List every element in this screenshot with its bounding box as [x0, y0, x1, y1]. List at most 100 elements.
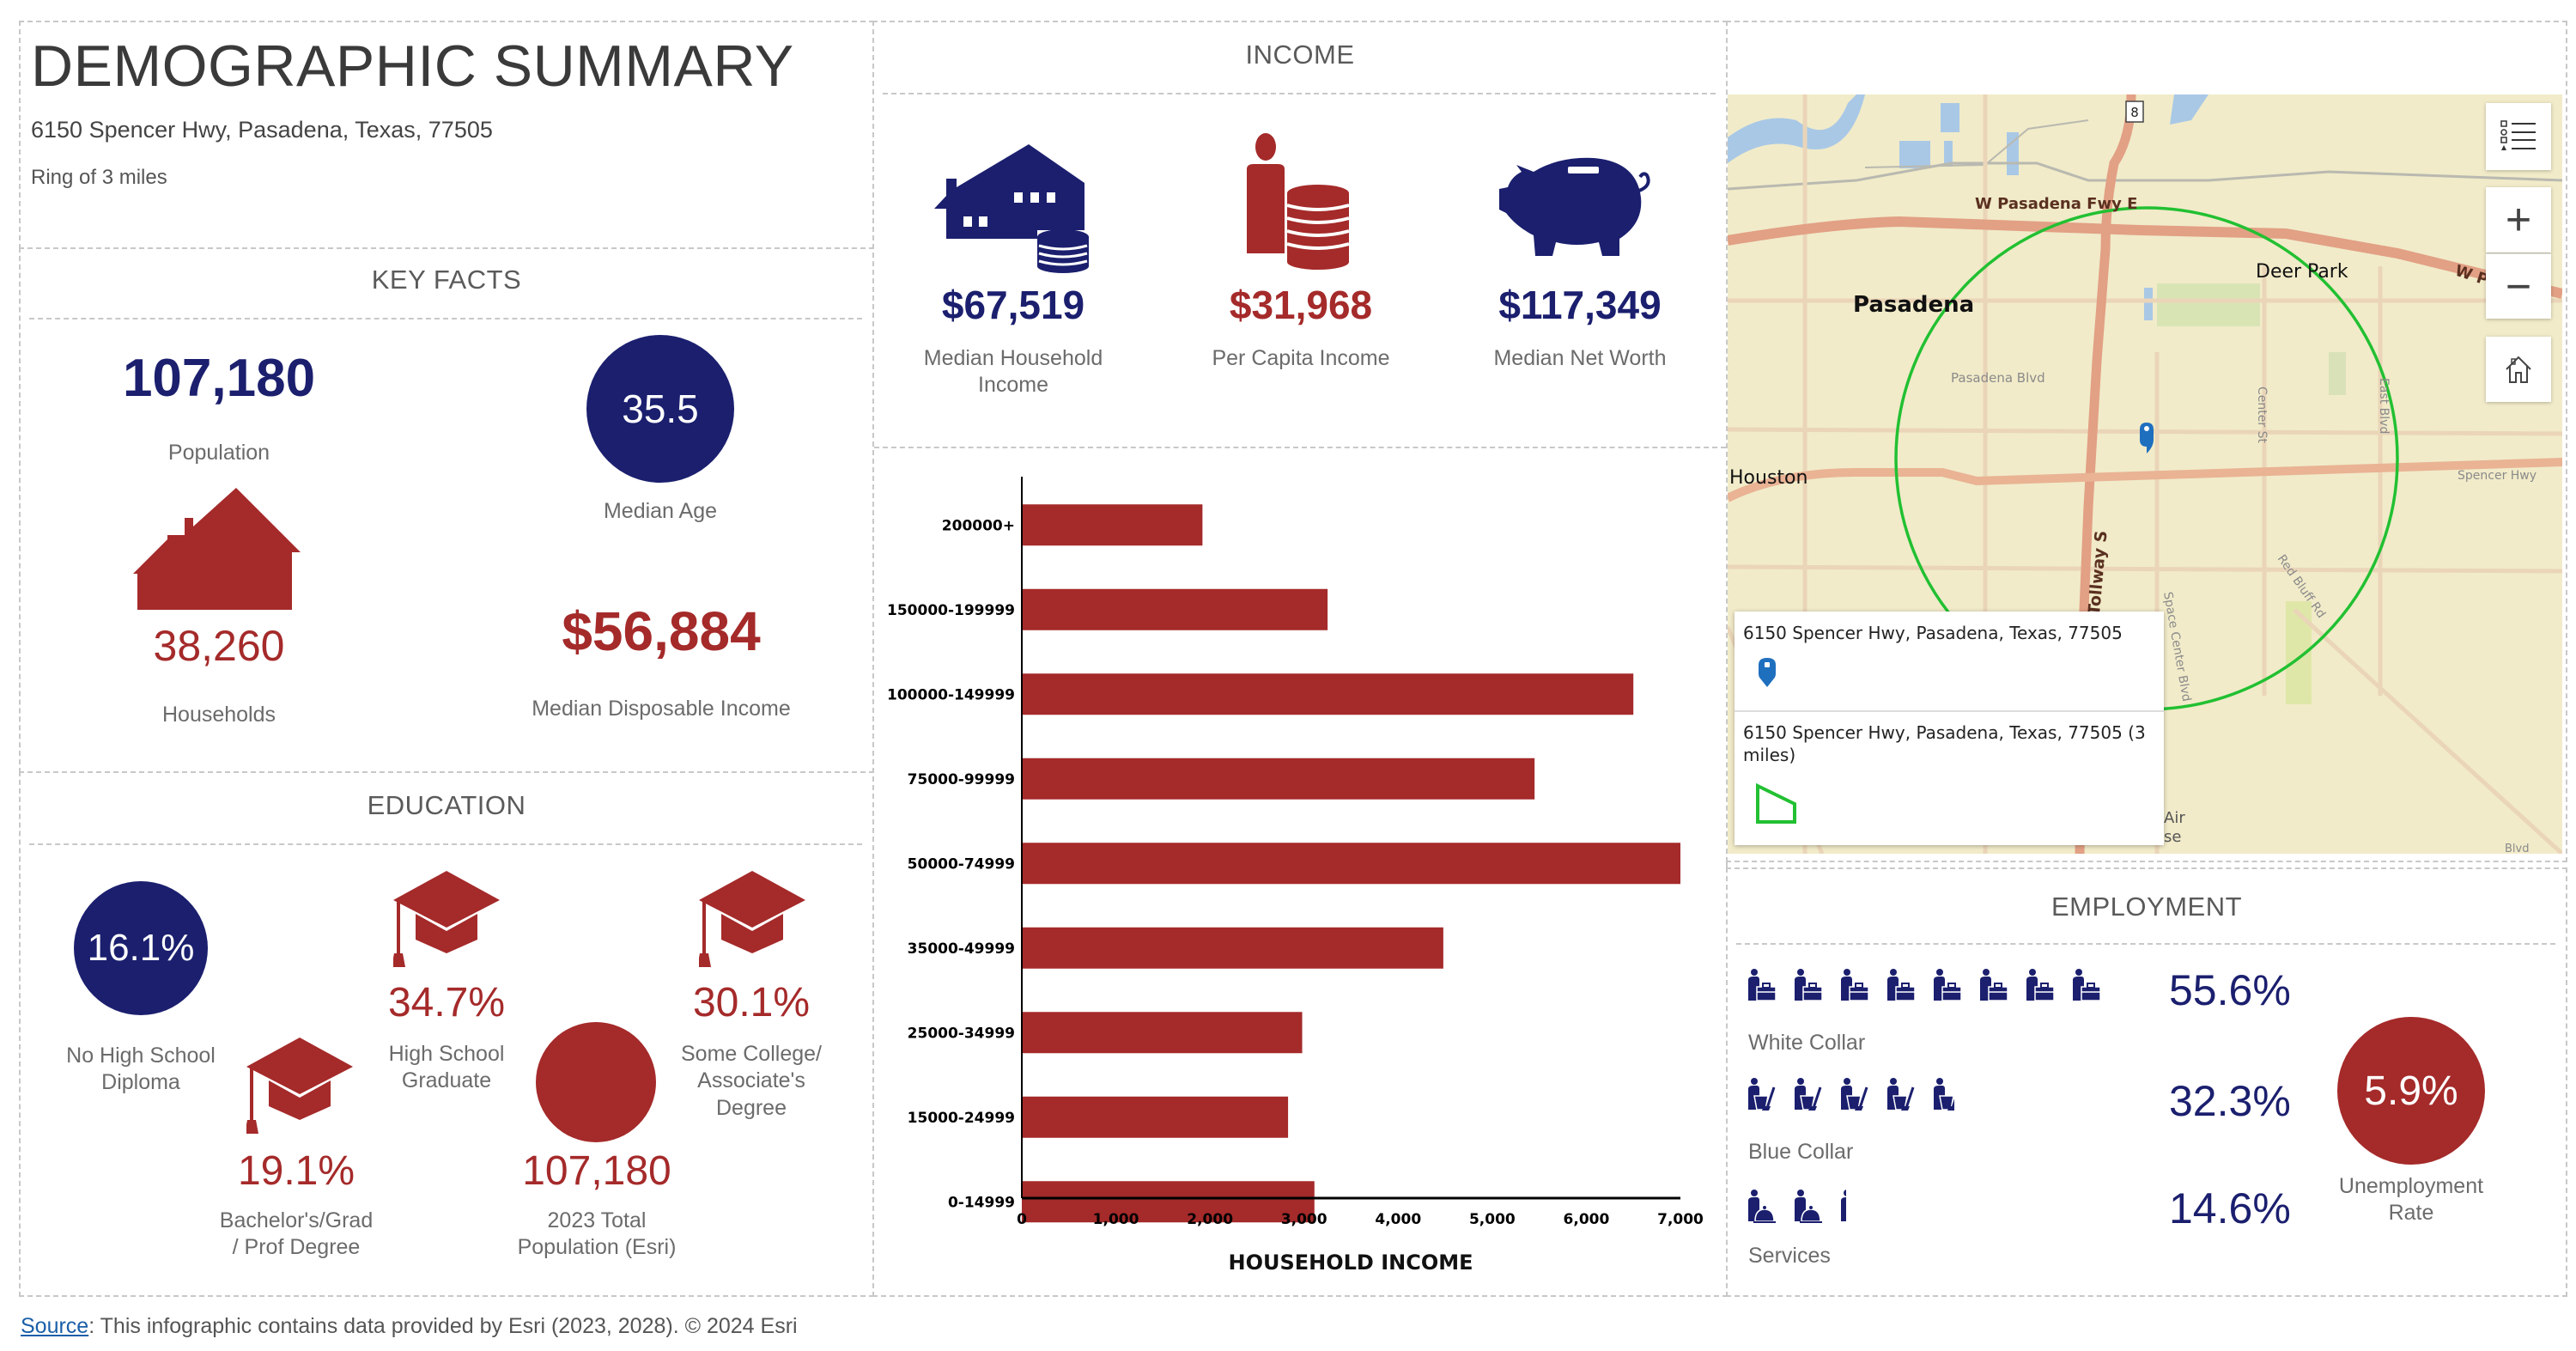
legend-item-ring: 6150 Spencer Hwy, Pasadena, Texas, 77505… [1743, 722, 2146, 765]
key-facts-panel [19, 247, 874, 773]
some-college-label: Some College/ Associate's Degree [681, 1042, 822, 1120]
zoom-in-icon: + [2505, 195, 2532, 245]
x-tick-label: 2,000 [1187, 1211, 1233, 1228]
unemployment-value: 5.9% [2364, 1068, 2458, 1114]
employment-title: EMPLOYMENT [2050, 892, 2243, 922]
total-population-label: 2023 Total Population (Esri) [517, 1208, 677, 1260]
map-label-houston: Houston [1729, 467, 1807, 489]
map-label-w-pasadena-fwy: W Pasadena Fwy E [1975, 195, 2137, 213]
households-label: Households [161, 703, 276, 727]
category-label: 150000-199999 [887, 602, 1015, 619]
blue-collar-icons [1747, 1077, 1954, 1113]
polygon-ring-icon [1756, 783, 1796, 824]
bar-35000-49999 [1022, 927, 1443, 969]
house-icon [133, 488, 301, 610]
median-age-value: 35.5 [622, 386, 699, 431]
category-label: 75000-99999 [908, 771, 1015, 788]
legend-item-location: 6150 Spencer Hwy, Pasadena, Texas, 77505 [1743, 623, 2123, 643]
bar-200000+ [1022, 504, 1203, 546]
median-net-worth-value: $117,349 [1498, 283, 1662, 327]
x-axis-label: HOUSEHOLD INCOME [1228, 1251, 1473, 1275]
white-collar-worker-icon [1748, 969, 1777, 1001]
map-legend-popup: 6150 Spencer Hwy, Pasadena, Texas, 77505… [1735, 612, 2164, 845]
unemployment-circle: 5.9% [2337, 1017, 2485, 1165]
bar-50000-74999 [1022, 843, 1680, 885]
legend-button[interactable] [2486, 103, 2551, 170]
median-net-worth-label: Median Net Worth [1493, 346, 1667, 370]
map-label-center-st: Center St [2255, 386, 2269, 443]
key-facts-title: KEY FACTS [371, 265, 522, 295]
x-tick-label: 7,000 [1657, 1211, 1704, 1228]
map-label-air: Air [2164, 809, 2185, 827]
unemployment-label: Unemployment Rate [2338, 1174, 2484, 1226]
median-household-income-label: Median Household Income [923, 346, 1103, 398]
category-label: 100000-149999 [887, 686, 1015, 703]
map-label-blvd: Blvd [2505, 843, 2529, 854]
location-pin-icon [1759, 658, 1776, 687]
x-tick-label: 5,000 [1469, 1211, 1516, 1228]
bar-0-14999 [1022, 1181, 1315, 1223]
graduation-cap-icon [393, 871, 500, 967]
no-high-school-circle: 16.1% [74, 881, 208, 1015]
x-tick-label: 0 [1017, 1211, 1027, 1228]
page-title: DEMOGRAPHIC SUMMARY [31, 33, 794, 99]
footer: Source: This infographic contains data p… [21, 1314, 798, 1339]
category-label: 200000+ [942, 517, 1015, 534]
bar-25000-34999 [1022, 1012, 1303, 1054]
income-title: INCOME [1245, 40, 1355, 70]
total-population-value: 107,180 [522, 1148, 671, 1194]
education-panel [19, 771, 874, 1297]
category-label: 35000-49999 [908, 940, 1015, 958]
services-worker-icon [1748, 1190, 1776, 1223]
white-collar-worker-icon [2073, 969, 2101, 1001]
bar-15000-24999 [1022, 1096, 1289, 1138]
home-button[interactable] [2486, 337, 2551, 402]
blue-collar-worker-icon [1795, 1078, 1822, 1111]
blue-collar-worker-icon [1841, 1078, 1868, 1111]
home-icon [2506, 356, 2531, 383]
white-collar-icons [1747, 968, 2102, 1004]
white-collar-worker-icon [1841, 969, 1869, 1001]
zoom-out-button[interactable]: − [2486, 253, 2551, 319]
per-capita-income-label: Per Capita Income [1212, 346, 1390, 370]
white-collar-worker-icon [1795, 969, 1823, 1001]
graduation-cap-icon [246, 1038, 353, 1134]
population-label: Population [167, 441, 270, 465]
category-label: 50000-74999 [908, 855, 1015, 873]
no-high-school-value: 16.1% [87, 927, 195, 969]
piggy-bank-icon [1499, 157, 1650, 256]
population-value: 107,180 [122, 349, 316, 408]
blue-collar-worker-icon [1748, 1078, 1776, 1111]
median-disposable-income-value: $56,884 [562, 600, 761, 662]
education-title: EDUCATION [367, 790, 526, 820]
household-income-chart: 0 1,000 2,000 3,000 4,000 5,000 6,000 7,000 200… [887, 477, 1704, 1275]
zoom-in-button[interactable]: + [2486, 187, 2551, 253]
high-school-label: High School Graduate [388, 1042, 505, 1093]
white-collar-worker-icon [1934, 969, 1962, 1001]
graduation-cap-icon [699, 871, 805, 967]
header-panel [19, 21, 874, 249]
route-8-shield: 8 [2130, 105, 2139, 120]
households-value: 38,260 [153, 622, 285, 670]
bar-100000-149999 [1022, 673, 1634, 715]
house-coins-icon [934, 144, 1089, 273]
white-collar-worker-icon [1887, 969, 1916, 1001]
blue-collar-value: 32.3% [2169, 1077, 2291, 1125]
x-tick-label: 3,000 [1281, 1211, 1327, 1228]
bar-150000-199999 [1022, 588, 1328, 630]
blue-collar-worker-icon [1887, 1078, 1915, 1111]
person-coins-icon [1247, 133, 1350, 270]
legend-list-icon [2500, 120, 2536, 150]
median-age-circle: 35.5 [586, 335, 734, 483]
no-high-school-label: No High School Diploma [66, 1044, 216, 1095]
high-school-value: 34.7% [387, 980, 506, 1025]
per-capita-income-value: $31,968 [1229, 283, 1373, 327]
blue-collar-label: Blue Collar [1748, 1140, 1854, 1164]
map-label-east-blvd: East Blvd [2377, 378, 2391, 434]
zoom-out-icon: − [2505, 261, 2532, 312]
source-link[interactable]: Source [21, 1314, 89, 1338]
median-age-label: Median Age [603, 499, 718, 523]
total-population-circle [536, 1022, 656, 1142]
x-tick-label: 1,000 [1093, 1211, 1139, 1228]
bar-75000-99999 [1022, 758, 1535, 800]
